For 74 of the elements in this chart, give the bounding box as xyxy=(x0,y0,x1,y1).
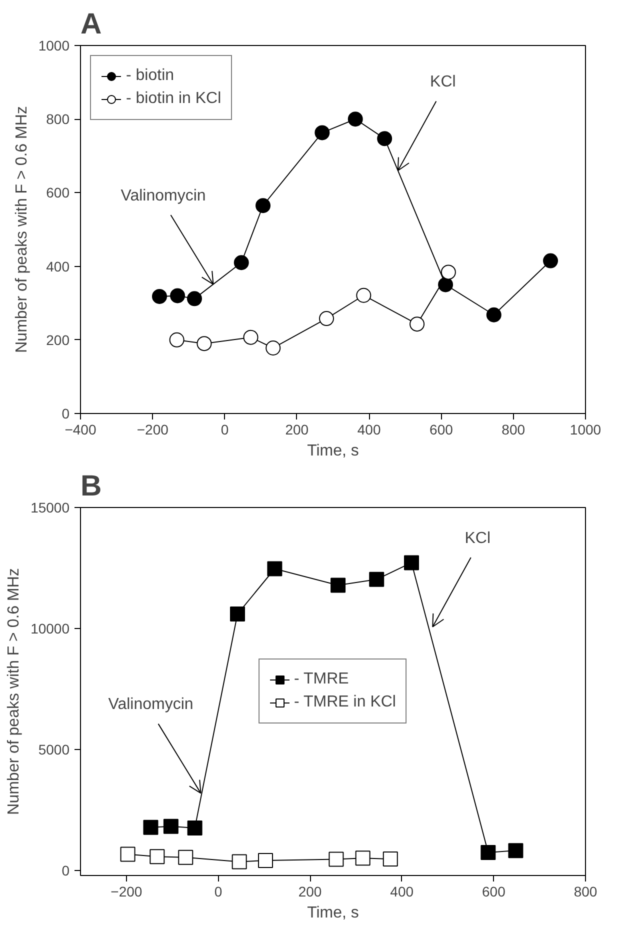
point xyxy=(404,555,420,570)
point xyxy=(330,578,346,593)
y-tick-label: 600 xyxy=(46,184,70,201)
y-tick-label: 200 xyxy=(46,332,70,348)
y-tick-label: 0 xyxy=(62,862,70,879)
annotation: KCl xyxy=(464,530,491,547)
point xyxy=(369,572,384,587)
x-tick-label: −400 xyxy=(64,422,96,438)
legend-label: - TMRE xyxy=(294,670,349,688)
y-tick-label: 400 xyxy=(46,258,70,274)
point xyxy=(120,846,136,862)
x-tick-label: 600 xyxy=(430,422,454,438)
legend-label: - biotin xyxy=(126,67,174,85)
legend-label: - biotin in KCl xyxy=(126,90,222,108)
x-tick-label: 200 xyxy=(285,422,309,438)
y-tick-label: 5000 xyxy=(38,742,70,758)
x-tick-label: 1000 xyxy=(570,422,602,438)
annotation: Valinomycin xyxy=(120,187,206,204)
point xyxy=(187,820,202,836)
y-tick-label: 10000 xyxy=(30,620,70,637)
x-tick-label: 0 xyxy=(220,422,229,438)
y-tick-label: 15000 xyxy=(30,500,70,516)
x-tick-label: −200 xyxy=(110,884,142,900)
x-tick-label: 600 xyxy=(482,884,506,900)
point xyxy=(232,854,247,870)
y-axis-title: Number of peaks with F > 0.6 MHz xyxy=(6,568,23,815)
annotation: KCl xyxy=(430,74,456,91)
x-tick-label: 800 xyxy=(574,884,598,900)
point xyxy=(314,125,330,140)
point xyxy=(440,264,456,280)
point xyxy=(356,288,372,303)
point xyxy=(196,336,212,352)
point xyxy=(508,843,524,858)
point xyxy=(234,255,249,270)
point xyxy=(266,340,281,356)
x-tick-label: 400 xyxy=(390,884,414,900)
annotation: Valinomycin xyxy=(108,696,194,714)
point xyxy=(355,850,370,866)
y-tick-label: 0 xyxy=(62,406,70,422)
legend-label: - TMRE in KCl xyxy=(294,694,396,712)
point xyxy=(319,311,334,326)
x-tick-label: 0 xyxy=(214,884,222,900)
point xyxy=(480,845,496,860)
x-tick-label: 400 xyxy=(357,422,381,438)
y-tick-label: 800 xyxy=(46,111,70,128)
y-axis-title: Number of peaks with F > 0.6 MHz xyxy=(13,106,30,353)
point xyxy=(382,852,398,867)
point xyxy=(256,198,271,214)
point xyxy=(170,288,186,304)
point xyxy=(328,852,344,867)
point xyxy=(178,850,194,865)
point xyxy=(243,330,258,345)
point xyxy=(230,606,246,622)
point xyxy=(186,291,202,306)
chart-title: A xyxy=(80,8,102,40)
x-tick-label: 200 xyxy=(298,884,322,900)
point xyxy=(150,849,165,864)
y-tick-label: 1000 xyxy=(38,38,70,54)
x-tick-label: 800 xyxy=(502,422,526,438)
x-axis-title: Time, s xyxy=(307,904,359,922)
point xyxy=(163,818,178,834)
x-axis-title: Time, s xyxy=(307,442,359,460)
point xyxy=(348,112,363,127)
point xyxy=(486,307,502,322)
x-tick-label: −200 xyxy=(136,422,169,438)
point xyxy=(143,820,158,835)
point xyxy=(410,316,425,332)
point xyxy=(267,561,282,576)
chart-title: B xyxy=(80,470,102,502)
point xyxy=(258,852,274,868)
point xyxy=(543,253,558,268)
point xyxy=(169,332,184,348)
point xyxy=(152,288,167,304)
point xyxy=(377,131,392,146)
